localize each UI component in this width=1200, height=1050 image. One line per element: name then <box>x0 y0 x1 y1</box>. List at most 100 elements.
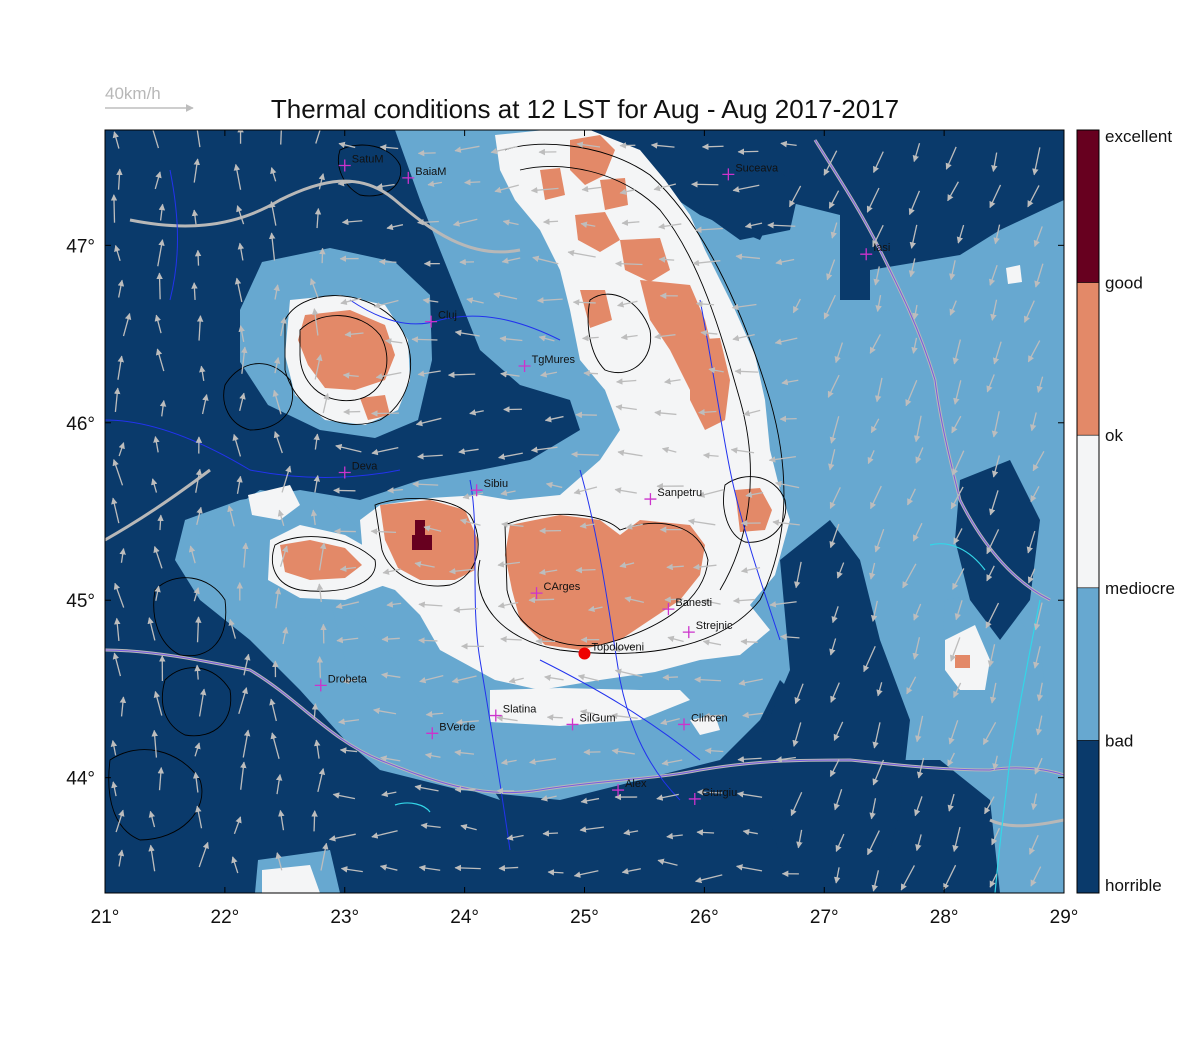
wind-arrow <box>381 635 400 643</box>
wind-arrow <box>991 411 1000 438</box>
wind-arrow <box>339 747 358 754</box>
legend: excellent good ok mediocre bad horrible <box>1076 127 1175 895</box>
wind-arrow <box>151 729 158 758</box>
map-area <box>105 130 1064 893</box>
wind-arrow <box>952 826 961 852</box>
wind-arrow <box>316 583 324 603</box>
wind-arrow <box>379 864 398 871</box>
wind-arrow <box>500 635 522 643</box>
wind-arrow <box>615 404 637 411</box>
wind-arrow <box>874 377 883 403</box>
wind-arrow <box>869 562 876 580</box>
city-label: BVerde <box>439 721 475 733</box>
wind-arrow <box>613 645 636 653</box>
wind-arrow <box>945 146 957 170</box>
wind-arrow <box>698 488 724 498</box>
wind-arrow <box>736 791 763 798</box>
wind-arrow <box>154 171 162 190</box>
wind-arrow <box>417 370 441 377</box>
wind-arrow <box>775 756 796 763</box>
wind-arrow <box>692 259 721 267</box>
city-marker <box>338 466 351 479</box>
wind-arrow <box>314 739 321 759</box>
wind-arrow <box>869 334 881 354</box>
wind-arrow <box>373 299 399 309</box>
wind-arrow <box>1033 646 1041 669</box>
wind-arrow <box>191 282 198 301</box>
wind-arrow <box>743 409 761 417</box>
wind-arrow <box>656 793 679 801</box>
wind-arrow <box>835 833 845 853</box>
y-tick-label: 44° <box>66 769 95 790</box>
wind-arrow <box>309 278 319 299</box>
wind-arrow <box>735 253 761 260</box>
wind-arrow <box>384 338 403 345</box>
wind-arrow <box>742 828 758 836</box>
wind-arrows <box>110 130 1045 892</box>
wind-arrow <box>154 585 161 601</box>
wind-arrow <box>621 219 640 226</box>
wind-arrow <box>943 864 957 891</box>
wind-arrow <box>621 868 641 875</box>
wind-arrow <box>985 602 1000 629</box>
wind-arrow <box>240 761 247 790</box>
wind-arrow <box>986 374 995 393</box>
city-marker <box>644 493 657 506</box>
wind-arrow <box>151 478 158 493</box>
wind-arrow <box>119 548 126 563</box>
wind-arrow <box>989 682 997 704</box>
city-label: Banesti <box>675 597 712 609</box>
wind-arrow <box>506 834 524 841</box>
wind-arrow <box>118 442 125 457</box>
wind-arrow <box>866 187 880 213</box>
wind-arrow <box>730 447 755 454</box>
wind-arrow <box>581 185 602 193</box>
wind-arrow <box>657 858 678 866</box>
wind-arrow <box>310 509 318 525</box>
wind-arrow <box>273 284 280 300</box>
wind-arrow <box>148 844 156 872</box>
wind-arrow <box>650 142 675 149</box>
wind-arrow <box>583 370 599 377</box>
wind-arrow <box>386 601 402 608</box>
wind-arrow <box>571 451 599 458</box>
legend-swatch <box>1077 130 1099 283</box>
wind-arrow <box>340 866 363 873</box>
city-label: Sibiu <box>484 478 508 490</box>
wind-arrow <box>195 805 203 829</box>
wind-arrow <box>418 601 443 608</box>
wind-arrow <box>157 766 165 791</box>
wind-arrow <box>498 864 519 872</box>
wind-arrow <box>702 639 722 646</box>
city-marker <box>722 168 735 181</box>
wind-arrow <box>575 566 596 574</box>
wind-arrow <box>993 224 1001 245</box>
wind-arrow <box>1034 757 1043 775</box>
wind-arrow <box>117 849 125 867</box>
horrible-islands <box>700 160 1040 893</box>
wind-arrow <box>902 563 917 589</box>
wind-arrow <box>614 487 637 494</box>
wind-arrow <box>508 677 524 684</box>
wind-arrow <box>687 518 716 526</box>
wind-arrow <box>617 300 638 308</box>
wind-arrow <box>153 435 160 453</box>
wind-arrow <box>153 690 163 716</box>
wind-arrow <box>157 514 164 531</box>
wind-arrow <box>823 294 836 320</box>
wind-arrow <box>1033 226 1043 248</box>
wind-arrow <box>790 791 803 817</box>
wind-arrow <box>371 830 398 839</box>
wind-arrow <box>116 168 123 190</box>
wind-arrow <box>768 455 796 463</box>
wind-arrow <box>694 676 722 683</box>
x-tick-label: 21° <box>91 907 120 928</box>
legend-label: excellent <box>1105 127 1172 146</box>
x-tick-label: 26° <box>690 907 719 928</box>
wind-arrow <box>829 523 840 549</box>
wind-arrow <box>281 465 292 493</box>
wind-arrow <box>269 698 277 722</box>
wind-arrow <box>370 528 397 535</box>
wind-arrow <box>654 333 676 340</box>
